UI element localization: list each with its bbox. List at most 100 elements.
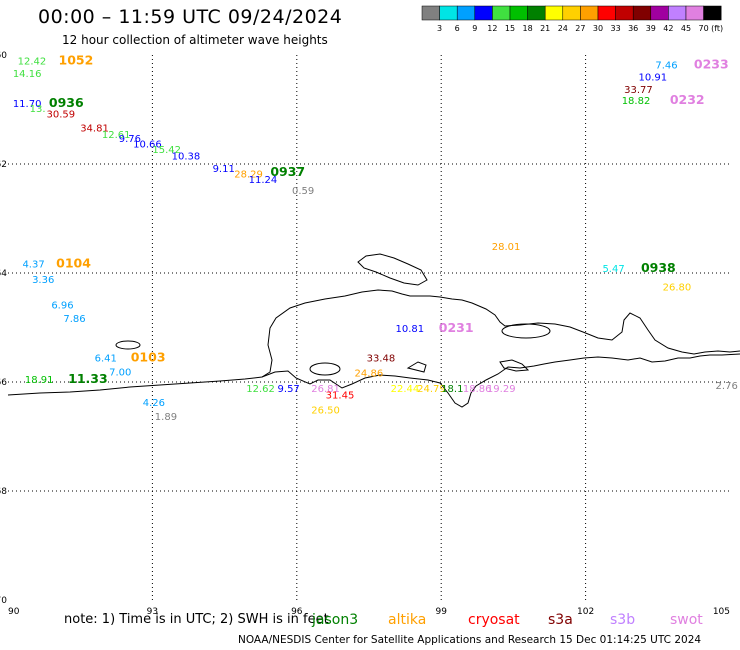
colorbar-swatch — [632, 5, 652, 21]
colorbar-tick: 24 — [558, 24, 568, 33]
colorbar-swatch — [597, 5, 616, 21]
colorbar-unit: (ft) — [711, 24, 723, 33]
wave-height-label: 13. — [30, 104, 46, 115]
wave-height-label: 22.44 — [391, 384, 420, 395]
wave-height-label: 3.36 — [32, 275, 54, 286]
colorbar-swatch — [456, 5, 476, 21]
wave-height-label: 10.38 — [172, 152, 201, 163]
wave-height-label: 7.86 — [63, 314, 85, 325]
wave-height-label: 9.76 — [119, 134, 141, 145]
pass-time-label: 1052 — [59, 52, 94, 67]
pass-time-label: 0936 — [49, 95, 84, 110]
credit-line: NOAA/NESDIS Center for Satellite Applica… — [238, 634, 702, 646]
antarctic-coastline — [7, 253, 740, 408]
colorbar-swatch — [544, 5, 564, 21]
wave-height-label: 28.01 — [492, 242, 521, 253]
coast-detail-2 — [406, 361, 427, 373]
wave-height-label: 12.62 — [246, 384, 275, 395]
colorbar-tick: 9 — [472, 24, 477, 33]
wave-height-label: 11.24 — [249, 175, 278, 186]
wave-height-label: 34.81 — [80, 123, 109, 134]
wave-height-label: 18.82 — [622, 96, 651, 107]
pass-time-label: 0103 — [131, 349, 166, 364]
wave-height-label: 14.16 — [13, 69, 42, 80]
wave-height-label: 18.1 — [441, 384, 463, 395]
x-tick-label: 90 — [8, 607, 20, 617]
colorbar-swatch — [562, 5, 581, 21]
satellite-jason3: jason3 — [312, 612, 359, 628]
pass-time-label: 0231 — [439, 320, 474, 335]
colorbar-tick: 21 — [540, 24, 550, 33]
colorbar-swatch — [650, 5, 669, 21]
colorbar-swatch — [509, 5, 528, 21]
color-legend: 3 6 9 12 15 18 21 24 27 30 33 36 39 42 45 70 (ft) — [421, 5, 723, 33]
wave-height-label: 4.37 — [22, 260, 44, 271]
ice-edge — [261, 353, 740, 408]
wave-height-label: 9.11 — [213, 164, 235, 175]
y-tick-label: -68 — [0, 487, 7, 497]
x-tick-label: 102 — [577, 607, 594, 617]
wave-height-label: 18.91 — [25, 375, 54, 386]
colorbar-tick: 36 — [628, 24, 638, 33]
colorbar-swatch — [421, 5, 440, 21]
wave-height-label: 26.80 — [663, 282, 692, 293]
colorbar-tick: 42 — [663, 24, 673, 33]
colorbar-swatch — [615, 5, 634, 21]
colorbar-tick: 6 — [455, 24, 460, 33]
colorbar-tick: 30 — [593, 24, 603, 33]
colorbar-swatch — [439, 5, 458, 21]
wave-height-label: 24.86 — [355, 369, 384, 380]
wave-height-label: 24.79 — [417, 384, 446, 395]
map-grid: 90 93 96 99 102 105 -60 -62 -64 -66 -68 -70 — [0, 51, 730, 617]
wave-height-label: 7.46 — [655, 61, 677, 72]
wave-height-label: 7.00 — [109, 367, 131, 378]
wave-height-label: 28.29 — [234, 170, 263, 181]
colorbar-swatch — [474, 5, 493, 21]
colorbar-tick: 33 — [611, 24, 621, 33]
colorbar-tick: 45 — [681, 24, 691, 33]
island-north — [357, 253, 428, 286]
colorbar-tick: 18 — [523, 24, 533, 33]
pass-time-label: 0233 — [694, 57, 729, 72]
island-west — [115, 340, 141, 350]
colorbar-swatch — [527, 5, 546, 21]
wave-height-label: 6.41 — [95, 353, 117, 364]
x-tick-label: 96 — [291, 607, 303, 617]
satellite-altika: altika — [388, 612, 427, 628]
wave-height-label: 2.76 — [716, 381, 738, 392]
colorbar-tick: 3 — [437, 24, 442, 33]
y-tick-label: -60 — [0, 51, 7, 61]
wave-height-label: 0.59 — [292, 186, 314, 197]
wave-height-label: 11.70 — [13, 99, 42, 110]
wave-height-label: 10.81 — [395, 324, 424, 335]
satellite-cryosat: cryosat — [468, 612, 520, 628]
colorbar-swatch — [685, 5, 704, 21]
pass-time-label: 0938 — [641, 260, 676, 275]
y-tick-label: -66 — [0, 378, 7, 388]
colorbar-swatch — [492, 5, 511, 21]
page-subtitle: 12 hour collection of altimeter wave hei… — [62, 33, 328, 47]
wave-height-label: 26.81 — [311, 384, 340, 395]
wave-height-label: 6.96 — [51, 300, 73, 311]
wave-height-label: 15.42 — [152, 145, 181, 156]
wave-height-label: 5.47 — [602, 264, 624, 275]
colorbar-tick: 12 — [487, 24, 497, 33]
page-title: 00:00 – 11:59 UTC 09/24/2024 — [38, 6, 343, 28]
wave-height-label: 4.26 — [143, 398, 165, 409]
satellite-swot: swot — [670, 612, 703, 628]
colorbar-swatch — [668, 5, 687, 21]
colorbar-tick: 70 — [699, 24, 709, 33]
pass-time-label: 11.33 — [68, 371, 108, 386]
wave-height-label: 19.29 — [487, 384, 516, 395]
colorbar-swatch — [703, 5, 722, 21]
wave-height-label: 33.48 — [367, 353, 396, 364]
wave-height-label: 31.45 — [326, 390, 355, 401]
wave-height-label: 10.66 — [133, 140, 162, 151]
colorbar-tick: 39 — [646, 24, 656, 33]
pass-time-label: 0937 — [270, 164, 305, 179]
colorbar-tick: 27 — [575, 24, 585, 33]
y-tick-label: -62 — [0, 160, 7, 170]
wave-height-label: 30.59 — [47, 110, 76, 121]
